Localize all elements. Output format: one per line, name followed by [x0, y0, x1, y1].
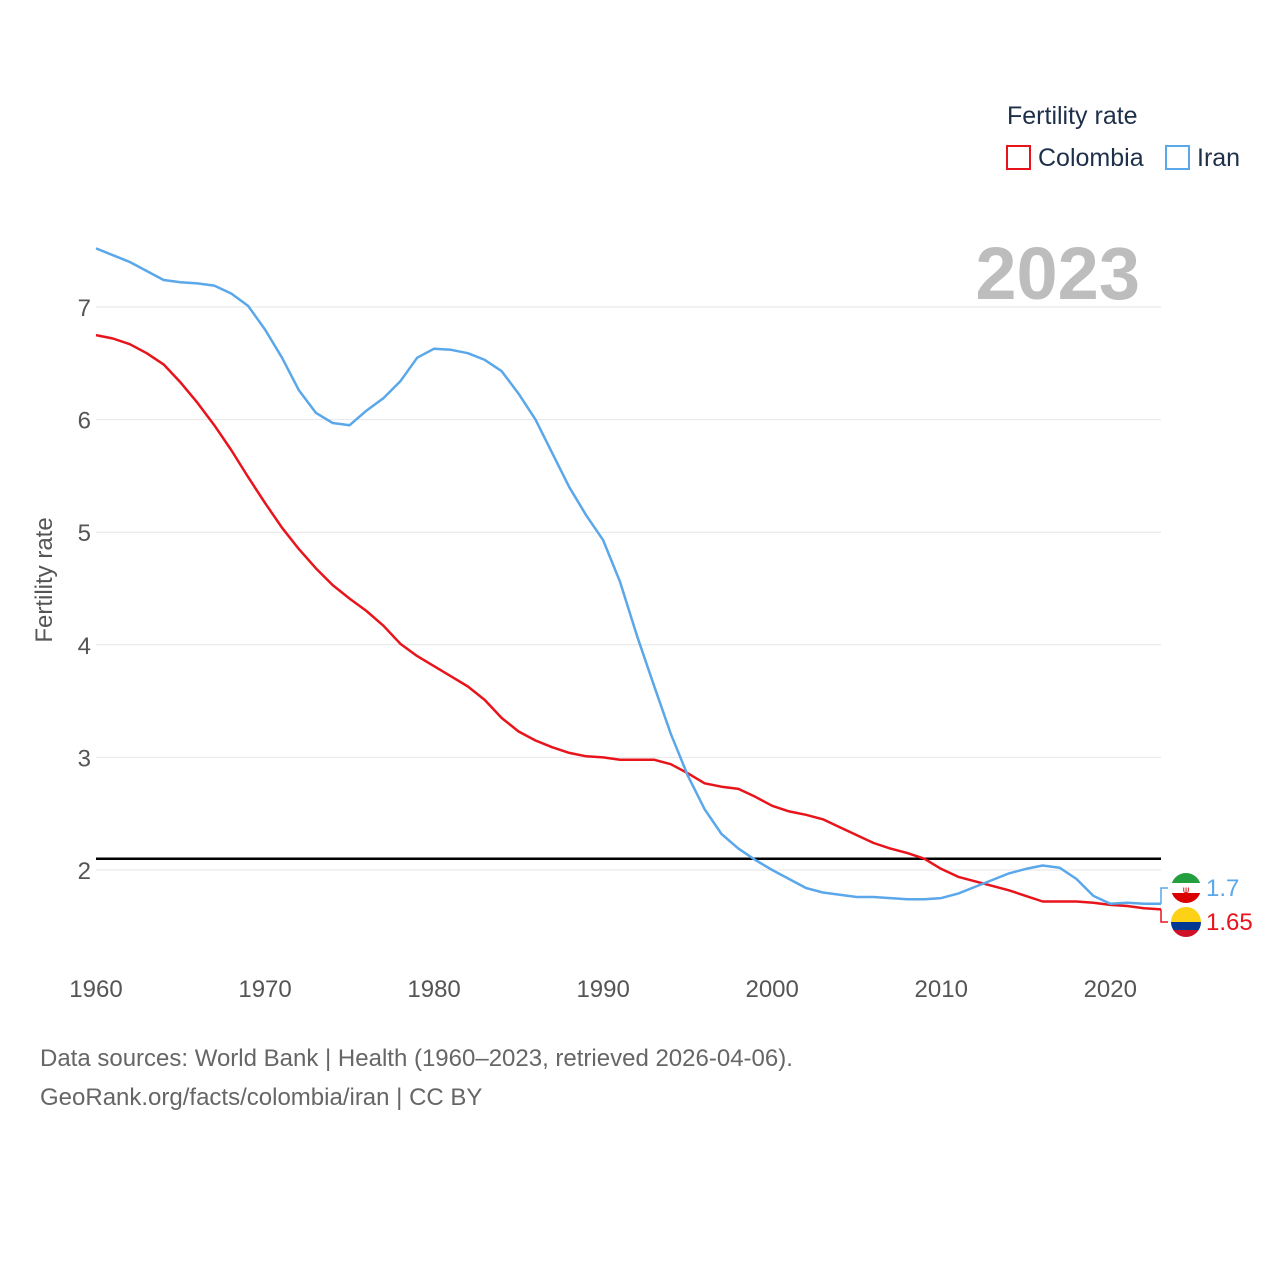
end-connector-iran: [1160, 887, 1168, 904]
legend-item-colombia[interactable]: Colombia: [1006, 144, 1144, 172]
end-connector-colombia: [1160, 909, 1168, 923]
x-tick-label: 1980: [407, 976, 460, 1003]
x-tick-label: 1990: [576, 976, 629, 1003]
year-watermark: 2023: [975, 232, 1140, 315]
legend-label-iran: Iran: [1197, 144, 1240, 172]
y-tick-label: 4: [78, 633, 91, 660]
series-line-iran[interactable]: [95, 247, 1161, 906]
colombia-flag-icon: [1171, 907, 1201, 937]
series-lines: [95, 247, 1162, 911]
end-labels: 1.65 1.7: [1160, 875, 1253, 936]
x-tick-label: 2010: [915, 976, 968, 1003]
y-tick-label: 2: [78, 858, 91, 885]
x-tick-label: 2000: [745, 976, 798, 1003]
gridlines: [96, 306, 1161, 871]
legend-label-colombia: Colombia: [1038, 144, 1144, 172]
y-tick-label: 3: [78, 745, 91, 772]
source-line-1: Data sources: World Bank | Health (1960–…: [40, 1045, 793, 1072]
legend: Fertility rate Colombia Iran: [1006, 102, 1240, 172]
iran-flag-icon: ψ: [1171, 873, 1201, 903]
x-tick-label: 2020: [1084, 976, 1137, 1003]
legend-swatch-colombia: [1006, 145, 1031, 170]
svg-text:ψ: ψ: [1183, 885, 1190, 896]
y-tick-label: 6: [78, 408, 91, 435]
series-line-colombia[interactable]: [95, 333, 1162, 911]
y-axis-title: Fertility rate: [31, 517, 58, 642]
x-axis-ticks: 1960 1970 1980 1990 2000 2010 2020: [69, 976, 1137, 1003]
x-tick-label: 1970: [238, 976, 291, 1003]
source-line-2[interactable]: GeoRank.org/facts/colombia/iran | CC BY: [40, 1084, 483, 1111]
x-tick-label: 1960: [69, 976, 122, 1003]
y-tick-label: 7: [78, 295, 91, 322]
end-value-label-iran: 1.7: [1206, 875, 1239, 902]
legend-title: Fertility rate: [1007, 102, 1138, 130]
y-axis-ticks: 2 3 4 5 6 7: [78, 295, 91, 885]
legend-swatch-iran: [1165, 145, 1190, 170]
end-value-label-colombia: 1.65: [1206, 909, 1253, 936]
legend-item-iran[interactable]: Iran: [1165, 144, 1240, 172]
y-tick-label: 5: [78, 520, 91, 547]
